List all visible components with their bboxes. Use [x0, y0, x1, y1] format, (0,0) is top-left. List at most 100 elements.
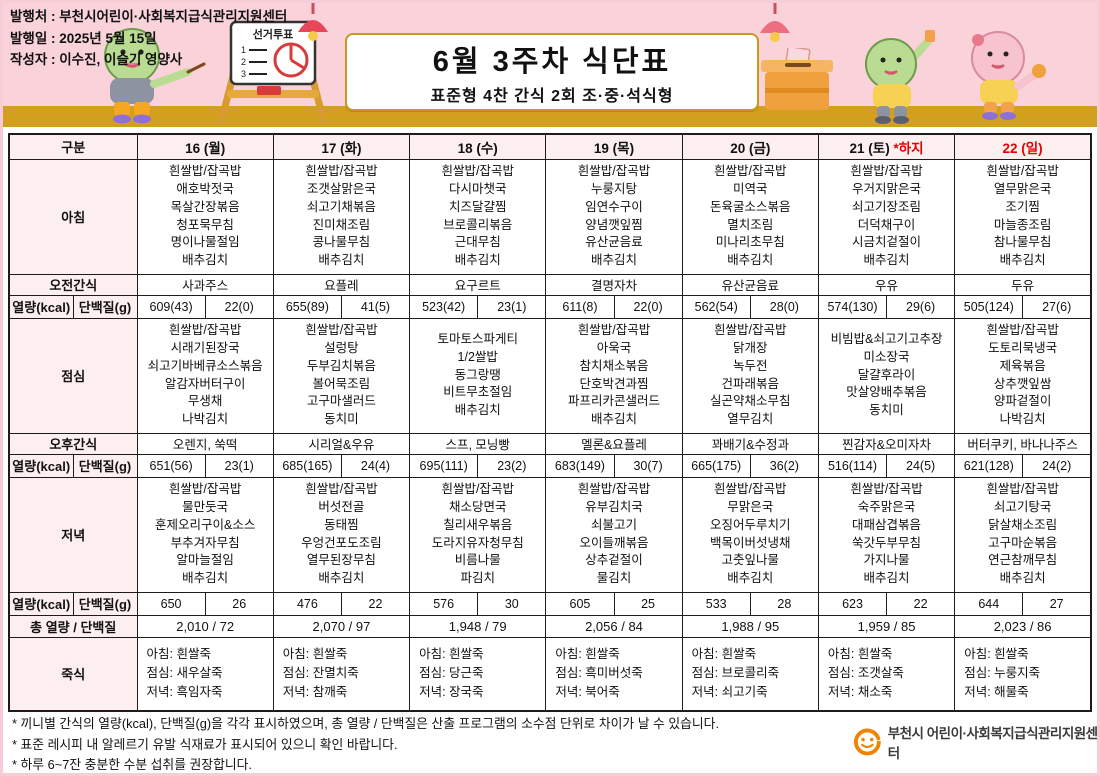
protein-value: 22 [886, 591, 956, 616]
menu-item: 쇠고기장조림 [852, 199, 922, 214]
menu-item: 양파겉절이 [993, 394, 1052, 409]
menu-item: 고구마순볶음 [988, 535, 1058, 550]
menu-item: 물김치 [596, 571, 632, 585]
menu-item: 동치미 [324, 412, 359, 426]
breakfast-cell: 흰쌀밥/잡곡밥 애호박젓국 목살간장볶음 청포묵무침 명이나물절임 배추김치 [136, 158, 274, 275]
kcal-value: 651(56) [136, 453, 206, 478]
protein-value: 41(5) [340, 294, 411, 319]
menu-item: 아침: 흰쌀죽 [146, 646, 211, 661]
day-header: 19 (목) [545, 133, 683, 160]
menu-item: 저녁: 참깨죽 [282, 685, 348, 700]
kcal-value: 621(128) [954, 453, 1024, 478]
menu-item: 오이들깨볶음 [579, 535, 649, 550]
dinner-cell: 흰쌀밥/잡곡밥 채소당면국 칠리새우볶음 도라지유자청무침 비름나물 파김치 [409, 476, 547, 593]
protein-label: 단백질(g) [72, 453, 138, 478]
menu-item: 마늘종조림 [993, 217, 1052, 232]
menu-item: 아욱국 [596, 341, 632, 355]
pm_snack-cell: 시리얼&우유 [272, 432, 411, 455]
menu-item: 흰쌀밥/잡곡밥 [305, 323, 378, 338]
row-label-lunch: 점심 [8, 317, 138, 434]
menu-item: 동그랑땡 [454, 367, 501, 382]
menu-item: 돈육굴소스볶음 [710, 199, 791, 214]
menu-item: 흰쌀밥/잡곡밥 [714, 164, 787, 179]
lunch-cell: 흰쌀밥/잡곡밥 도토리묵냉국 제육볶음 상추깻잎쌈 양파겉절이 나박김치 [954, 317, 1092, 434]
total-cell: 1,948 / 79 [409, 614, 547, 638]
menu-item: 아침: 흰쌀죽 [827, 646, 893, 661]
menu-item: 알마늘절임 [176, 553, 234, 568]
protein-value: 28 [749, 591, 819, 616]
menu-item: 맛살양배추볶음 [846, 385, 927, 400]
menu-item: 아침: 흰쌀죽 [282, 646, 348, 661]
header-banner: 발행처 : 부천시어린이·사회복지급식관리지원센터 발행일 : 2025년 5월… [0, 0, 1100, 127]
menu-item: 아침: 흰쌀죽 [691, 646, 757, 661]
menu-item: 토마토스파게티 [437, 332, 518, 347]
kcal-value: 683(149) [545, 453, 615, 478]
total-cell: 2,010 / 72 [136, 614, 274, 638]
lunch-cell: 토마토스파게티 1/2쌀밥 동그랑땡 비트무초절임 배추김치 [409, 317, 547, 434]
day-header: 16 (월) [136, 133, 274, 160]
kcal-value: 655(89) [272, 294, 342, 319]
menu-item: 무생채 [187, 394, 223, 409]
menu-item: 비빔밥&쇠고기고추장 [830, 332, 943, 347]
menu-item: 배추김치 [590, 412, 637, 426]
menu-item: 점심: 조갯살죽 [827, 666, 904, 681]
menu-item: 참나물무침 [993, 235, 1052, 250]
menu-item: 흰쌀밥/잡곡밥 [441, 164, 514, 179]
menu-item: 파프리카콘샐러드 [567, 394, 660, 409]
menu-item: 목살간장볶음 [170, 199, 240, 214]
menu-item: 배추김치 [182, 571, 229, 585]
pm_snack-cell: 스프, 모닝빵 [409, 432, 547, 455]
day-note: *하지 [889, 140, 924, 156]
menu-item: 흰쌀밥/잡곡밥 [441, 482, 514, 497]
table-row: 구분 16 (월) 17 (화) 18 (수) 19 (목) 20 (금) 21 (토) *… [8, 133, 1092, 160]
protein-value: 26 [204, 591, 274, 616]
menu-item: 점심: 새우살죽 [146, 666, 223, 681]
lunch-cell: 흰쌀밥/잡곡밥 아욱국 참치채소볶음 단호박견과찜 파프리카콘샐러드 배추김치 [545, 317, 683, 434]
breakfast-cell: 흰쌀밥/잡곡밥 누룽지탕 임연수구이 양념깻잎찜 유산균음료 배추김치 [545, 158, 683, 275]
menu-item: 배추김치 [863, 571, 910, 585]
kcal-value: 623 [817, 591, 888, 616]
menu-item: 점심: 브로콜리죽 [691, 666, 780, 681]
kcal-value: 505(124) [954, 294, 1024, 319]
menu-item: 저녁: 채소죽 [827, 685, 893, 700]
day-label: 18 (수) [457, 140, 498, 156]
menu-item: 조갯살맑은국 [306, 182, 376, 196]
total-cell: 2,070 / 97 [272, 614, 411, 638]
menu-item: 고구마샐러드 [306, 394, 376, 409]
menu-item: 쇠불고기 [590, 517, 637, 532]
protein-value: 30(7) [613, 453, 683, 478]
publisher-line: 발행처 : 부천시어린이·사회복지급식관리지원센터 [10, 9, 288, 24]
menu-item: 멸치조림 [727, 217, 774, 232]
menu-item: 유산균음료 [585, 235, 643, 250]
menu-item: 점심: 흑미버섯죽 [555, 666, 643, 681]
footnote: * 표준 레시피 내 알레르기 유발 식재료가 표시되어 있으니 확인 바랍니다… [12, 736, 398, 752]
am_snack-cell: 요구르트 [409, 273, 547, 296]
am_snack-cell: 우유 [817, 273, 956, 296]
menu-item: 건파래볶음 [721, 376, 780, 391]
menu-item: 우엉건포도조림 [301, 535, 382, 550]
table-row: 열량(kcal) 단백질(g) 651(56) 23(1) 685(165) 24(4) 6… [8, 453, 1092, 478]
menu-item: 유부김치국 [585, 500, 643, 514]
kcal-value: 523(42) [409, 294, 479, 319]
am_snack-cell: 두유 [954, 273, 1092, 296]
kcal-value: 605 [545, 591, 615, 616]
menu-item: 흰쌀밥/잡곡밥 [168, 164, 242, 179]
protein-value: 22(0) [613, 294, 683, 319]
menu-item: 진미채조림 [312, 217, 371, 232]
breakfast-cell: 흰쌀밥/잡곡밥 다시마챗국 치즈달걀찜 브로콜리볶음 근대무침 배추김치 [409, 158, 547, 275]
menu-item: 저녁: 해물죽 [964, 685, 1029, 700]
table-row: 열량(kcal) 단백질(g) 609(43) 22(0) 655(89) 41(5) 52… [8, 294, 1092, 319]
menu-item: 열무맑은국 [993, 182, 1052, 196]
menu-item: 아침: 흰쌀죽 [419, 646, 484, 661]
menu-item: 아침: 흰쌀죽 [555, 646, 620, 661]
row-label-total: 총 열량 / 단백질 [8, 614, 138, 638]
menu-item: 흰쌀밥/잡곡밥 [168, 323, 242, 338]
menu-item: 상추겉절이 [585, 553, 643, 568]
menu-item: 흰쌀밥/잡곡밥 [577, 482, 651, 497]
kcal-value: 665(175) [681, 453, 751, 478]
menu-item: 흰쌀밥/잡곡밥 [986, 164, 1059, 179]
menu-item: 흰쌀밥/잡곡밥 [305, 482, 378, 497]
kcal-value: 685(165) [272, 453, 342, 478]
menu-item: 우거지맑은국 [852, 182, 922, 196]
